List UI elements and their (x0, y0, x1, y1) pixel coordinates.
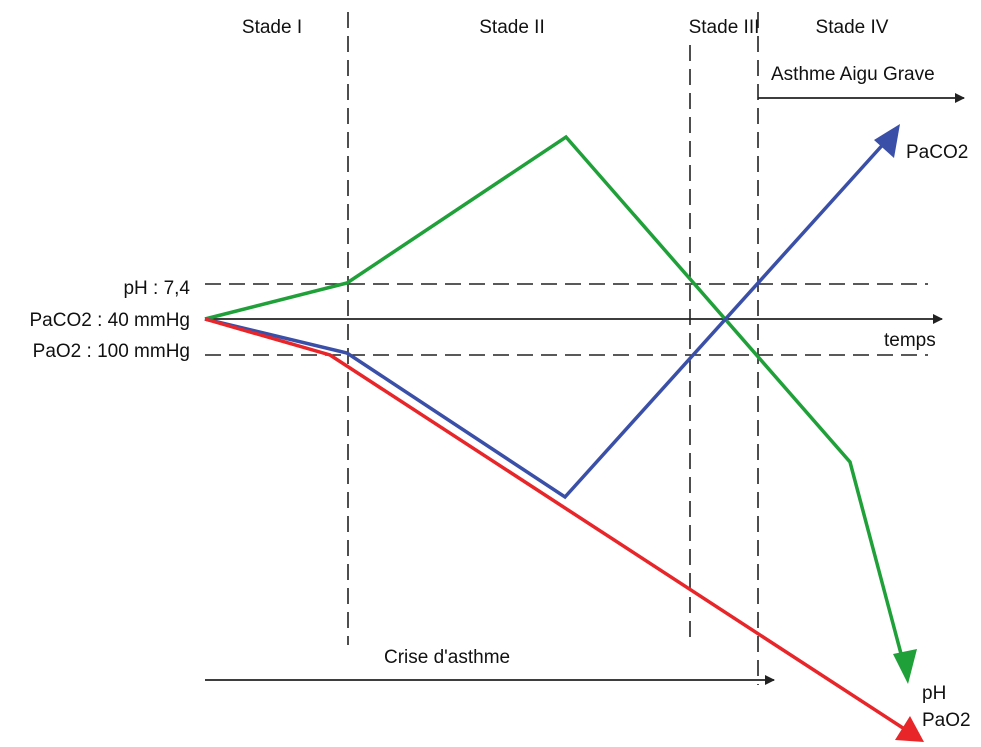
paco2-curve-arrowhead (874, 124, 900, 158)
pao2-curve-arrowhead (895, 716, 924, 742)
pao2-baseline-label: PaO2 : 100 mmHg (33, 341, 190, 362)
pao2-curve-label: PaO2 (922, 710, 971, 731)
ph-curve-arrowhead (893, 649, 917, 684)
ph-baseline-label: pH : 7,4 (123, 278, 190, 299)
ph-curve (204, 134, 906, 666)
severe-asthma-label: Asthme Aigu Grave (771, 64, 935, 85)
stage-2-label: Stade II (479, 17, 545, 38)
asthma-attack-label: Crise d'asthme (384, 647, 510, 668)
stage-3-label: Stade III (689, 17, 760, 38)
paco2-baseline-label: PaCO2 : 40 mmHg (30, 310, 191, 331)
paco2-curve-label: PaCO2 (906, 142, 968, 163)
pao2-curve (204, 317, 907, 732)
time-axis-label: temps (884, 330, 936, 351)
stage-1-label: Stade I (242, 17, 302, 38)
paco2-curve (204, 138, 889, 500)
stage-4-label: Stade IV (816, 17, 889, 38)
ph-curve-label: pH (922, 683, 946, 704)
